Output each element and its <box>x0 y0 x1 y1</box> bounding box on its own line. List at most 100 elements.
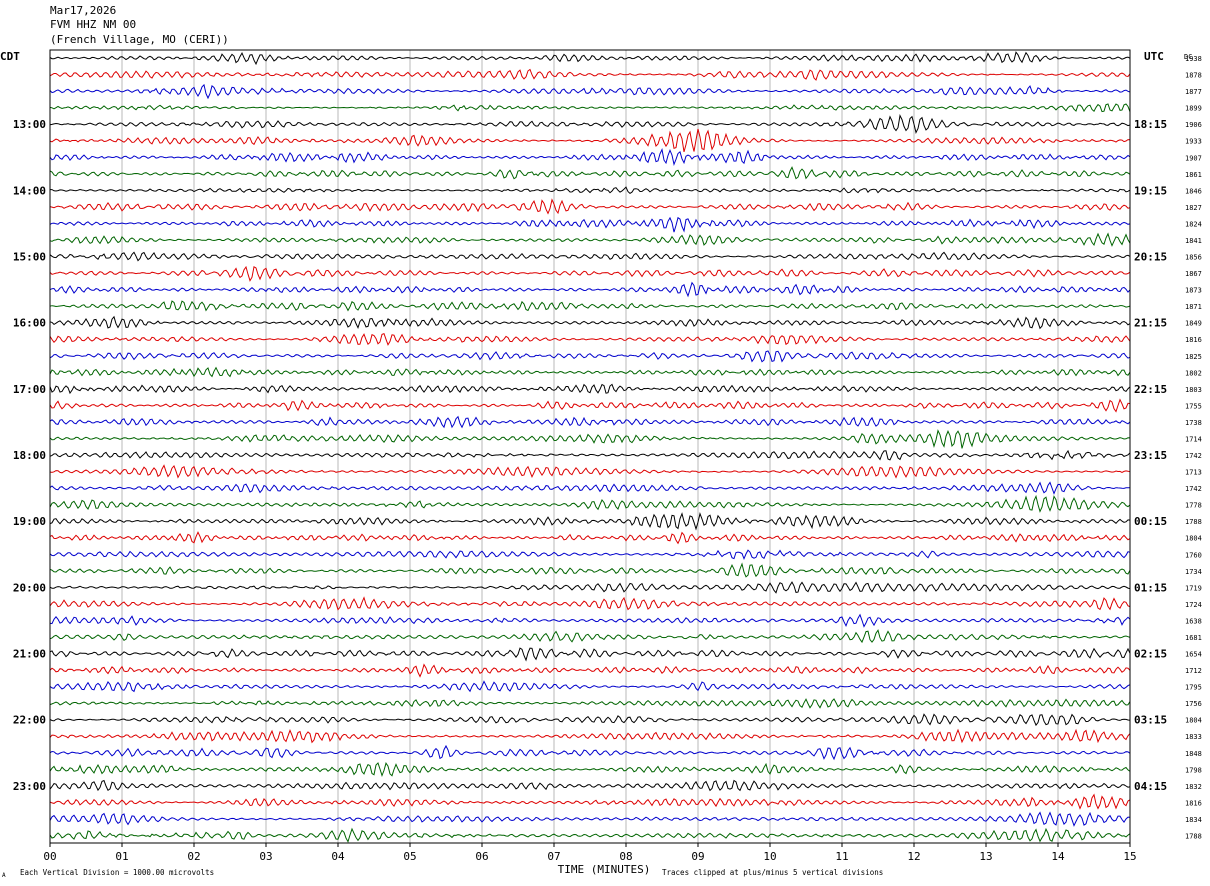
trace-row-30 <box>49 531 1131 545</box>
x-tick-label: 14 <box>1051 850 1065 863</box>
trace-row-48 <box>49 827 1131 843</box>
trace-row-19 <box>49 350 1131 363</box>
dc-offset-label: 1877 <box>1185 88 1202 96</box>
corner-mark: A <box>2 872 6 879</box>
trace-row-41 <box>49 713 1131 727</box>
left-hour-label: 19:00 <box>13 515 46 528</box>
trace-row-43 <box>49 744 1131 761</box>
dc-offset-label: 1878 <box>1185 72 1202 80</box>
dc-offset-labels: 1938 1878 1877 1899 1906 1933 1907 1861 1846 1827… <box>1185 55 1202 841</box>
trace-row-3 <box>49 83 1131 100</box>
trace-row-24 <box>49 429 1131 449</box>
dc-offset-label: 1654 <box>1185 651 1202 659</box>
trace-row-17 <box>49 315 1131 330</box>
dc-offset-label: 1899 <box>1185 105 1202 113</box>
trace-row-13 <box>49 251 1131 262</box>
trace-row-10 <box>49 198 1131 215</box>
dc-offset-label: 1742 <box>1185 485 1202 493</box>
trace-row-11 <box>49 216 1131 233</box>
x-tick-label: 12 <box>907 850 920 863</box>
dc-offset-label: 1760 <box>1185 551 1202 559</box>
dc-offset-label: 1848 <box>1185 750 1202 758</box>
trace-row-34 <box>49 596 1131 611</box>
left-hour-label: 22:00 <box>13 714 46 727</box>
trace-row-23 <box>49 415 1131 429</box>
trace-row-22 <box>49 398 1131 413</box>
left-hour-label: 14:00 <box>13 184 46 197</box>
left-hour-label: 18:00 <box>13 449 46 462</box>
left-hour-label: 13:00 <box>13 118 46 131</box>
left-hour-label: 20:00 <box>13 581 46 594</box>
dc-offset-label: 1719 <box>1185 584 1202 592</box>
x-axis: 00 01 02 03 04 05 06 07 08 09 10 11 12 13 14 15 <box>43 843 1137 863</box>
x-tick-label: 10 <box>763 850 776 863</box>
dc-offset-label: 1907 <box>1185 154 1202 162</box>
trace-row-38 <box>49 663 1131 678</box>
dc-offset-label: 1778 <box>1185 502 1202 510</box>
dc-offset-label: 1734 <box>1185 568 1202 576</box>
dc-offset-label: 1833 <box>1185 733 1202 741</box>
dc-offset-label: 1867 <box>1185 270 1202 278</box>
right-hour-label: 01:15 <box>1134 581 1167 594</box>
trace-row-21 <box>49 383 1131 395</box>
trace-row-4 <box>49 103 1131 113</box>
right-hour-label: 19:15 <box>1134 184 1167 197</box>
trace-row-37 <box>49 647 1131 662</box>
x-tick-label: 11 <box>835 850 848 863</box>
right-hour-label: 20:15 <box>1134 251 1167 264</box>
trace-row-16 <box>49 300 1131 312</box>
trace-row-40 <box>49 698 1131 709</box>
grid-lines <box>121 50 1059 843</box>
dc-offset-label: 1846 <box>1185 187 1202 195</box>
trace-row-28 <box>49 494 1131 513</box>
x-tick-label: 07 <box>547 850 560 863</box>
dc-offset-label: 1804 <box>1185 717 1202 725</box>
x-tick-label: 04 <box>331 850 345 863</box>
right-hour-label: 18:15 <box>1134 118 1167 131</box>
dc-offset-label: 1804 <box>1185 535 1202 543</box>
right-hour-label: 23:15 <box>1134 449 1167 462</box>
trace-row-35 <box>49 613 1131 628</box>
dc-offset-label: 1873 <box>1185 287 1202 295</box>
trace-row-5 <box>49 114 1131 134</box>
trace-row-26 <box>49 464 1131 479</box>
dc-offset-label: 1933 <box>1185 138 1202 146</box>
x-tick-label: 02 <box>187 850 200 863</box>
trace-row-9 <box>50 186 1131 195</box>
dc-offset-label: 1788 <box>1185 518 1202 526</box>
trace-row-18 <box>49 332 1131 346</box>
x-axis-title: TIME (MINUTES) <box>558 863 651 876</box>
trace-row-8 <box>49 166 1131 180</box>
trace-row-25 <box>49 449 1131 461</box>
plot-frame <box>49 49 1131 844</box>
trace-row-20 <box>49 366 1131 378</box>
x-tick-label: 09 <box>691 850 704 863</box>
x-tick-label: 01 <box>115 850 128 863</box>
trace-row-32 <box>49 562 1131 578</box>
trace-row-2 <box>49 68 1131 81</box>
trace-row-6 <box>49 128 1131 153</box>
trace-lines <box>49 51 1131 843</box>
dc-offset-label: 1871 <box>1185 303 1202 311</box>
left-hour-label: 16:00 <box>13 317 46 330</box>
trace-row-29 <box>49 511 1131 531</box>
trace-row-15 <box>49 281 1131 298</box>
left-hour-label: 17:00 <box>13 383 46 396</box>
dc-offset-label: 1841 <box>1185 237 1202 245</box>
dc-offset-label: 1714 <box>1185 435 1202 443</box>
dc-offset-label: 1849 <box>1185 320 1202 328</box>
trace-row-39 <box>49 680 1131 693</box>
right-hour-label: 22:15 <box>1134 383 1167 396</box>
dc-offset-label: 1827 <box>1185 204 1202 212</box>
station-code: FVM HHZ NM 00 <box>50 18 137 31</box>
dc-offset-label: 1712 <box>1185 667 1202 675</box>
x-tick-label: 03 <box>259 850 272 863</box>
trace-row-36 <box>49 629 1131 644</box>
dc-offset-label: 1738 <box>1185 419 1202 427</box>
plot-date: Mar17,2026 <box>50 4 117 17</box>
right-hour-label: 00:15 <box>1134 515 1167 528</box>
trace-row-33 <box>49 581 1131 594</box>
dc-offset-label: 1742 <box>1185 452 1202 460</box>
dc-offset-label: 1861 <box>1185 171 1202 179</box>
